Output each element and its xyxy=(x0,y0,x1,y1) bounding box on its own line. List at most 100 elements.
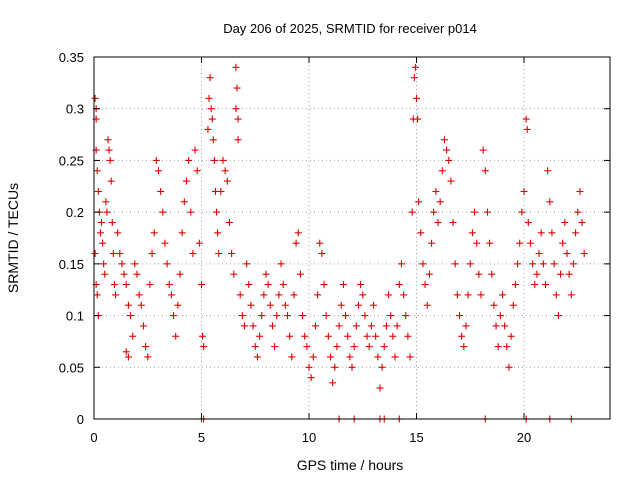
data-point xyxy=(449,218,457,226)
data-point xyxy=(131,260,139,268)
data-point xyxy=(157,187,165,195)
data-point xyxy=(104,136,112,144)
data-point xyxy=(425,270,433,278)
data-point xyxy=(106,156,114,164)
data-point xyxy=(539,260,547,268)
data-point xyxy=(524,218,532,226)
data-point xyxy=(178,229,186,237)
data-point xyxy=(466,260,474,268)
data-point xyxy=(139,322,147,330)
data-point xyxy=(127,312,135,320)
data-point xyxy=(410,74,418,82)
data-point xyxy=(468,229,476,237)
data-point xyxy=(413,94,420,102)
data-point xyxy=(580,250,588,258)
data-point xyxy=(475,270,483,278)
data-point xyxy=(96,229,104,237)
axis-ticks: 0 0.05 0.1 0.15 0.2 0.25 0.3 0.35 0 5 10 15 20 xyxy=(59,50,610,445)
data-point xyxy=(103,208,111,216)
y-tick-label: 0.25 xyxy=(59,153,84,168)
data-point xyxy=(509,301,517,309)
data-point xyxy=(576,187,584,195)
data-point xyxy=(232,63,240,71)
data-point xyxy=(406,353,414,361)
data-point xyxy=(434,218,442,226)
data-point xyxy=(318,250,326,258)
data-point xyxy=(207,105,215,113)
data-point xyxy=(286,332,294,340)
data-point xyxy=(199,332,207,340)
data-point xyxy=(550,260,558,268)
data-point xyxy=(492,322,500,330)
data-point xyxy=(380,343,388,351)
y-tick-label: 0 xyxy=(77,412,84,427)
data-point xyxy=(428,239,436,247)
data-point xyxy=(230,270,238,278)
data-point xyxy=(494,343,502,351)
data-point xyxy=(228,250,236,258)
data-point xyxy=(348,363,356,371)
data-point xyxy=(303,343,311,351)
data-point xyxy=(531,281,539,289)
data-point xyxy=(271,343,279,351)
data-point xyxy=(546,198,554,206)
data-point xyxy=(294,229,302,237)
data-point xyxy=(247,301,255,309)
data-point xyxy=(514,260,522,268)
data-point xyxy=(552,291,560,299)
data-point xyxy=(572,229,580,237)
x-axis-label: GPS time / hours xyxy=(297,457,404,473)
data-point xyxy=(152,156,160,164)
data-point xyxy=(471,208,479,216)
data-point xyxy=(311,322,319,330)
data-point xyxy=(400,291,408,299)
data-point xyxy=(213,208,221,216)
data-point xyxy=(101,270,109,278)
y-tick-label: 0.15 xyxy=(59,257,84,272)
data-point xyxy=(483,208,491,216)
data-point xyxy=(135,291,143,299)
data-point xyxy=(314,291,322,299)
data-point xyxy=(208,115,216,123)
data-point xyxy=(423,301,431,309)
data-point xyxy=(569,260,577,268)
data-point xyxy=(518,208,526,216)
data-point xyxy=(503,343,511,351)
data-point xyxy=(292,239,300,247)
y-axis-label: SRMTID / TECUs xyxy=(5,183,21,293)
data-point xyxy=(185,156,193,164)
data-point xyxy=(445,156,453,164)
data-point xyxy=(337,301,345,309)
data-point xyxy=(249,322,257,330)
chart-title: Day 206 of 2025, SRMTID for receiver p01… xyxy=(223,21,477,36)
data-point xyxy=(554,312,562,320)
data-point xyxy=(309,353,317,361)
data-point xyxy=(432,187,440,195)
data-point xyxy=(206,74,214,82)
data-point xyxy=(232,105,240,113)
data-point xyxy=(258,312,266,320)
plot-frame xyxy=(93,56,611,420)
data-point xyxy=(167,291,175,299)
data-point xyxy=(346,353,354,361)
data-point xyxy=(385,291,393,299)
data-point xyxy=(102,198,110,206)
data-point xyxy=(367,322,375,330)
data-point xyxy=(120,270,128,278)
data-point xyxy=(105,146,113,154)
data-point xyxy=(91,94,99,102)
x-tick-label: 10 xyxy=(302,430,316,445)
data-point xyxy=(395,281,403,289)
data-point xyxy=(296,270,304,278)
data-point xyxy=(146,281,154,289)
data-point xyxy=(200,343,208,351)
data-point xyxy=(275,291,283,299)
data-point xyxy=(548,229,556,237)
y-tick-label: 0.3 xyxy=(66,102,84,117)
data-point xyxy=(98,218,106,226)
data-point xyxy=(456,312,463,320)
data-point xyxy=(324,332,332,340)
data-point xyxy=(499,291,506,299)
data-point xyxy=(374,353,382,361)
data-point xyxy=(361,312,369,320)
